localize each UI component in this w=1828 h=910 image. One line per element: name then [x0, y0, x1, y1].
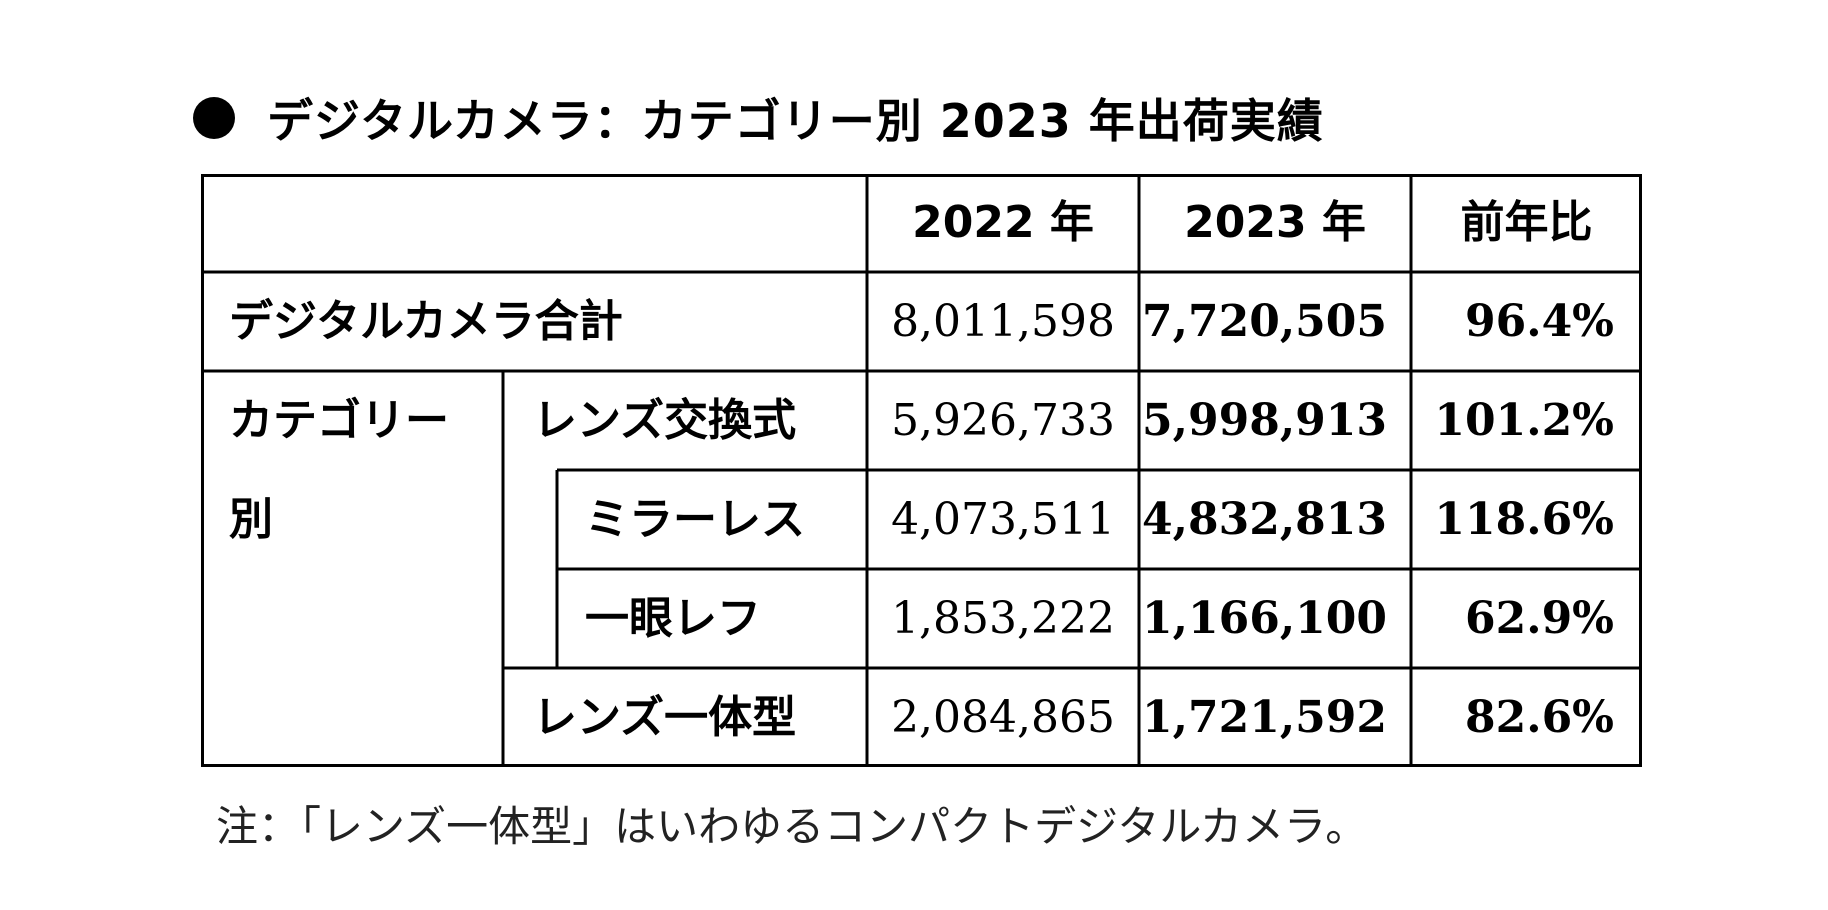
row-label-dslr: 一眼レフ [585, 592, 761, 644]
fixed-lens-2023: 1,721,592 [1142, 691, 1387, 743]
dslr-yoy: 62.9% [1465, 592, 1614, 644]
mirrorless-2022: 4,073,511 [891, 493, 1115, 545]
row-label-total: デジタルカメラ合計 [229, 295, 623, 347]
fixed-lens-2022: 2,084,865 [891, 691, 1115, 743]
total-2023: 7,720,505 [1142, 295, 1387, 347]
total-2022: 8,011,598 [891, 295, 1115, 347]
row-label-fixed-lens: レンズ一体型 [533, 691, 797, 743]
total-yoy: 96.4% [1465, 295, 1614, 347]
title-text: デジタルカメラ：カテゴリー別 2023 年出荷実績 [267, 94, 1324, 148]
category-label-line1: カテゴリー [229, 394, 449, 446]
interchangeable-2022: 5,926,733 [891, 394, 1115, 446]
header-2023: 2023 年 [1184, 197, 1366, 248]
mirrorless-yoy: 118.6% [1434, 493, 1614, 545]
interchangeable-yoy: 101.2% [1434, 394, 1614, 446]
row-label-mirrorless: ミラーレス [585, 493, 805, 545]
bullet-icon [193, 97, 235, 139]
mirrorless-2023: 4,832,813 [1142, 493, 1387, 545]
header-2022: 2022 年 [912, 197, 1094, 248]
chart-title: デジタルカメラ：カテゴリー別 2023 年出荷実績 [193, 88, 1324, 148]
row-label-interchangeable: レンズ交換式 [533, 394, 797, 446]
interchangeable-2023: 5,998,913 [1142, 394, 1387, 446]
dslr-2023: 1,166,100 [1142, 592, 1387, 644]
header-yoy: 前年比 [1460, 197, 1593, 248]
dslr-2022: 1,853,222 [891, 592, 1115, 644]
category-label-line2: 別 [229, 493, 273, 545]
table-grid-lines [201, 174, 1642, 767]
data-table: 2022 年 2023 年 前年比 デジタルカメラ合計 8,011,598 7,… [201, 174, 1642, 767]
fixed-lens-yoy: 82.6% [1465, 691, 1614, 743]
footnote: 注：「レンズ一体型」はいわゆるコンパクトデジタルカメラ。 [216, 802, 1368, 851]
